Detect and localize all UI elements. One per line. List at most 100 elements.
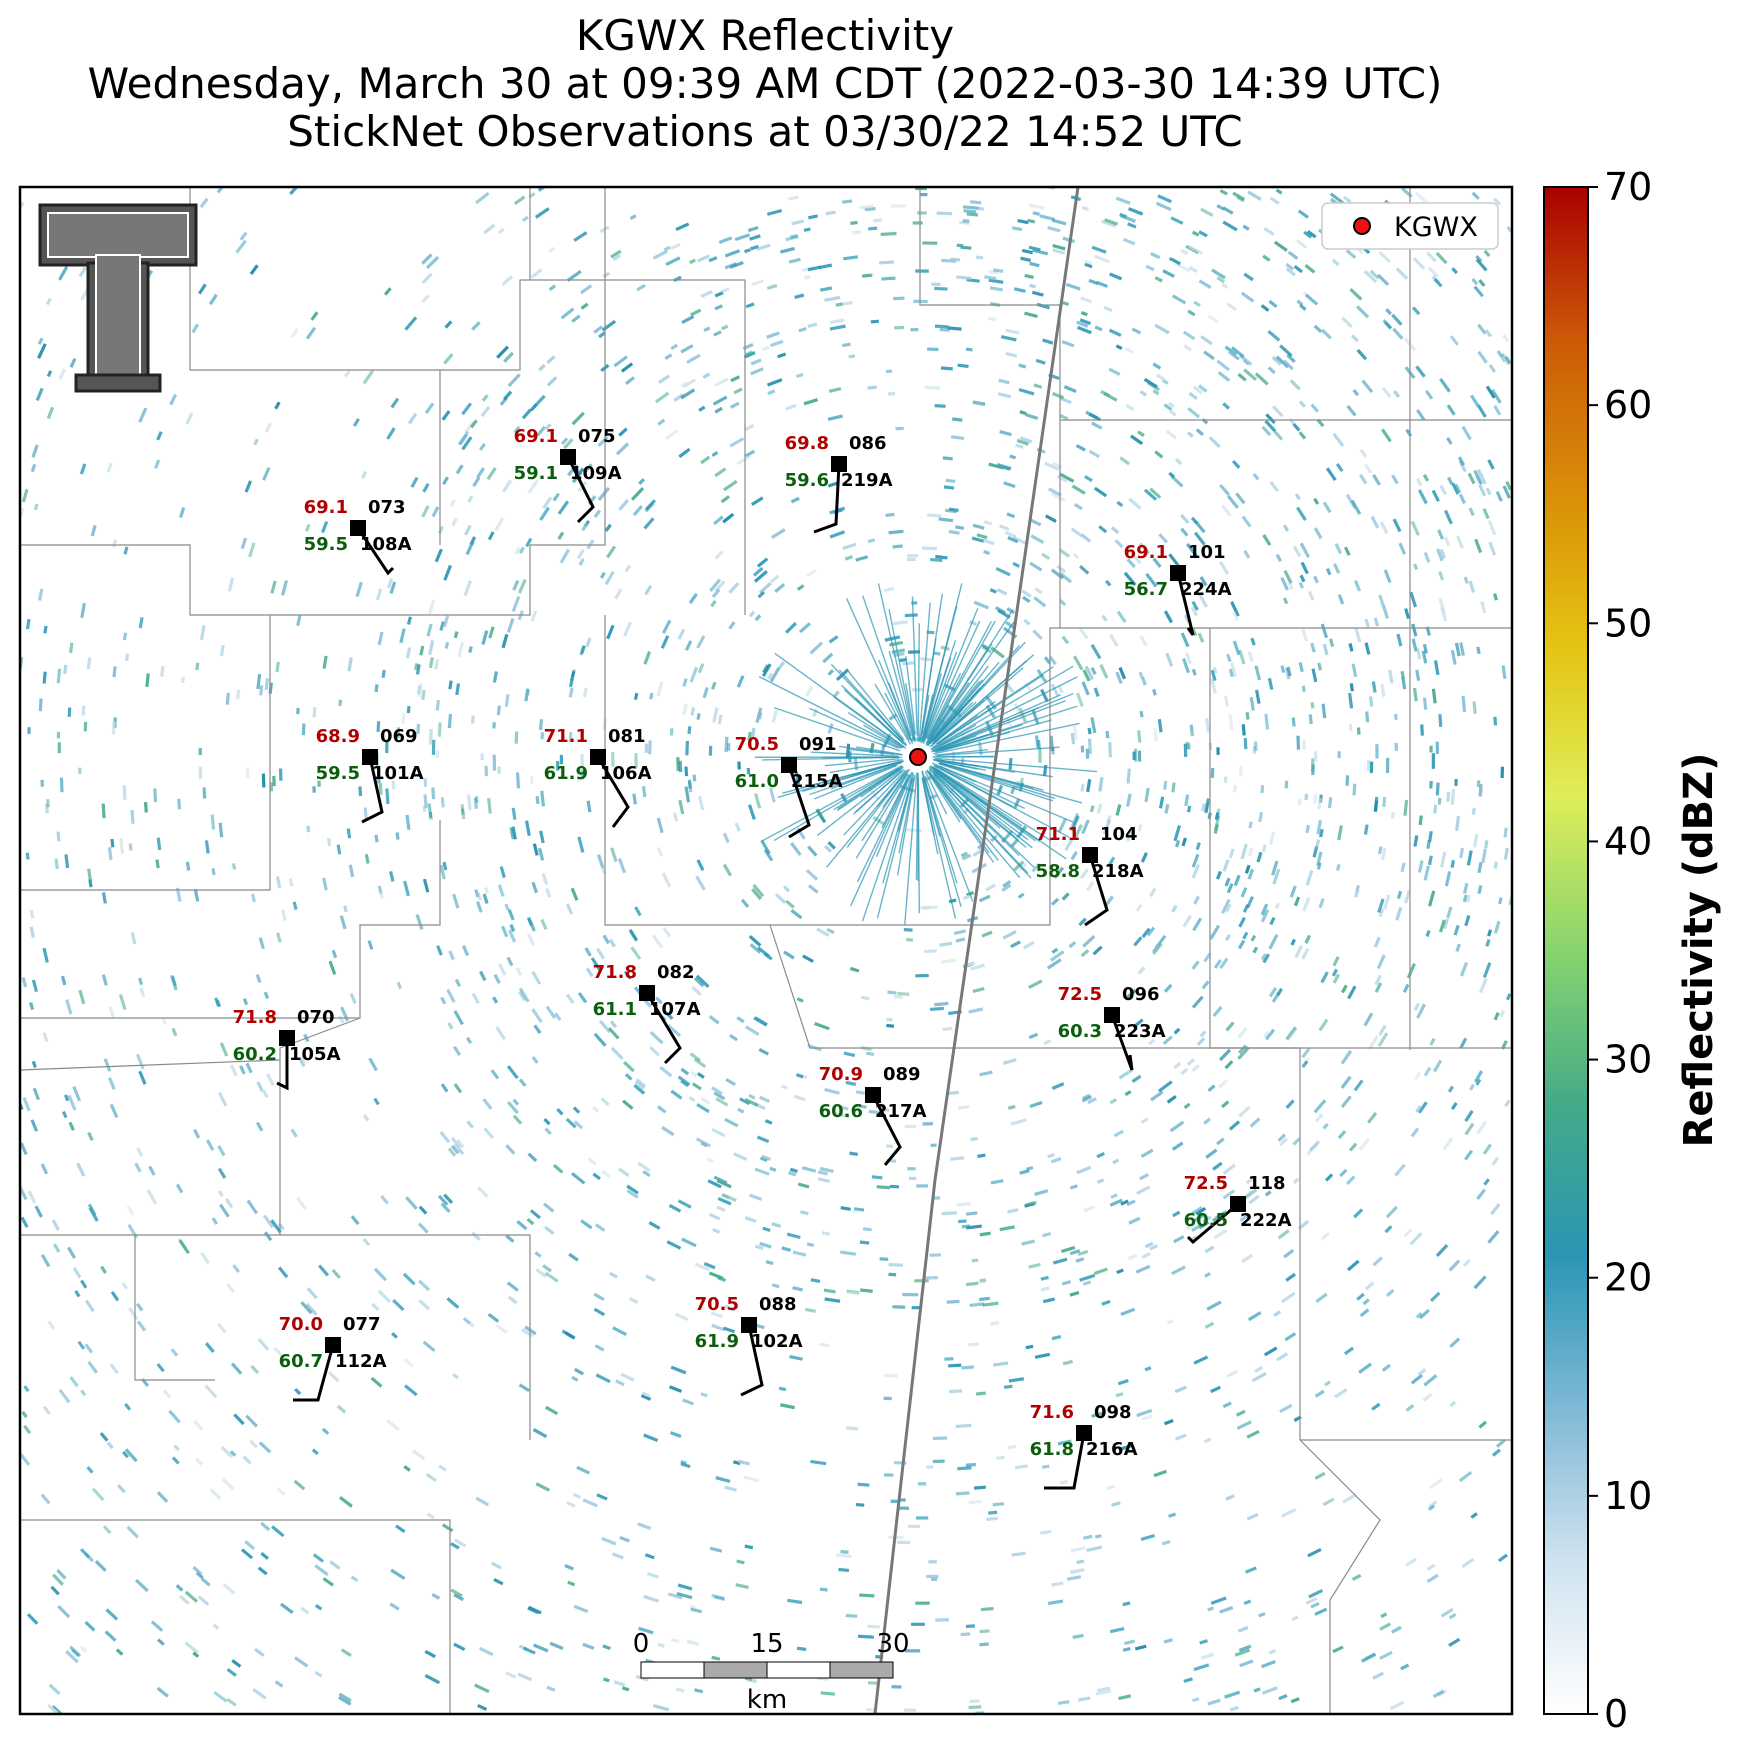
title-observations: StickNet Observations at 03/30/22 14:52 … xyxy=(287,107,1243,156)
station-dewpoint: 61.8 xyxy=(1030,1439,1074,1460)
station-name: 216A xyxy=(1086,1439,1138,1460)
station-marker xyxy=(831,456,847,472)
county-boundaries xyxy=(20,187,1512,1714)
wind-barb xyxy=(276,1038,289,1091)
radar-site-marker xyxy=(909,748,927,766)
station-marker xyxy=(350,520,366,536)
wind-barb xyxy=(356,527,395,576)
station-id: 088 xyxy=(759,1294,797,1315)
station-marker xyxy=(639,985,655,1001)
station-marker xyxy=(1230,1196,1246,1212)
station-temperature: 71.8 xyxy=(233,1007,277,1028)
wind-barb xyxy=(1186,1202,1239,1245)
station-id: 070 xyxy=(297,1007,335,1028)
colorbar-label: Reflectivity (dBZ) xyxy=(1676,753,1722,1148)
station-id: 089 xyxy=(883,1064,921,1085)
station-id: 098 xyxy=(1094,1402,1132,1423)
station-id: 101 xyxy=(1188,542,1226,563)
reflectivity-field xyxy=(20,187,1512,1714)
scale-tick-30: 30 xyxy=(876,1629,909,1659)
wind-barb xyxy=(740,1324,764,1397)
wind-barb xyxy=(871,1094,902,1166)
station-marker xyxy=(865,1087,881,1103)
wind-barb xyxy=(596,756,630,828)
station-marker xyxy=(560,449,576,465)
map-panel xyxy=(20,187,1512,1714)
station-id: 104 xyxy=(1100,824,1138,845)
station-plot: 70.5 091 61.0 215A xyxy=(735,734,843,839)
station-temperature: 70.5 xyxy=(735,734,779,755)
station-dewpoint: 60.5 xyxy=(1184,1210,1228,1231)
station-plot: 71.1 104 58.8 218A xyxy=(1036,824,1144,927)
map-frame xyxy=(18,185,1514,1716)
station-plot: 71.1 081 61.9 106A xyxy=(544,726,652,828)
station-name: 223A xyxy=(1114,1021,1166,1042)
station-temperature: 70.0 xyxy=(279,1314,323,1335)
legend-marker xyxy=(1353,217,1371,235)
station-marker xyxy=(1076,1425,1092,1441)
station-name: 112A xyxy=(335,1351,387,1372)
station-name: 217A xyxy=(875,1101,927,1122)
station-dewpoint: 58.8 xyxy=(1036,861,1080,882)
station-marker xyxy=(1082,847,1098,863)
station-temperature: 71.1 xyxy=(1036,824,1080,845)
station-id: 069 xyxy=(380,726,418,747)
station-id: 096 xyxy=(1122,984,1160,1005)
station-plot: 70.9 089 60.6 217A xyxy=(819,1064,927,1166)
station-temperature: 69.1 xyxy=(304,497,348,518)
station-name: 108A xyxy=(360,534,412,555)
station-marker xyxy=(741,1317,757,1333)
station-temperature: 70.9 xyxy=(819,1064,863,1085)
station-dewpoint: 61.0 xyxy=(735,771,779,792)
station-id: 091 xyxy=(799,734,837,755)
colorbar-tick: 20 xyxy=(1604,1256,1652,1300)
station-temperature: 69.1 xyxy=(514,426,558,447)
wind-barb xyxy=(293,1344,335,1402)
station-temperature: 71.1 xyxy=(544,726,588,747)
title-datetime: Wednesday, March 30 at 09:39 AM CDT (202… xyxy=(87,59,1443,108)
station-dewpoint: 56.7 xyxy=(1124,579,1168,600)
station-name: 105A xyxy=(289,1044,341,1065)
station-name: 219A xyxy=(841,470,893,491)
wind-barb xyxy=(645,992,682,1065)
station-temperature: 71.8 xyxy=(593,962,637,983)
station-name: 107A xyxy=(649,999,701,1020)
station-marker xyxy=(1170,565,1186,581)
legend-label: KGWX xyxy=(1394,212,1478,243)
station-name: 101A xyxy=(372,763,424,784)
station-marker xyxy=(781,757,797,773)
colorbar: 0 10 20 30 40 50 60 70 Reflectivity (dBZ) xyxy=(1543,165,1722,1736)
wind-barb xyxy=(1084,854,1109,927)
station-plot: 71.8 082 61.1 107A xyxy=(593,962,701,1065)
station-id: 073 xyxy=(368,497,406,518)
legend-box: KGWX xyxy=(1321,202,1499,250)
colorbar-tick: 50 xyxy=(1604,601,1652,645)
wind-barb xyxy=(1176,572,1195,636)
station-id: 075 xyxy=(578,426,616,447)
colorbar-tick: 60 xyxy=(1604,383,1652,427)
station-name: 102A xyxy=(751,1331,803,1352)
wind-barb xyxy=(361,756,384,824)
station-id: 077 xyxy=(343,1314,381,1335)
station-plot: 69.1 073 59.5 108A xyxy=(304,497,412,576)
station-dewpoint: 59.5 xyxy=(316,763,360,784)
wind-barb xyxy=(1044,1432,1086,1490)
station-marker xyxy=(362,749,378,765)
station-temperature: 72.5 xyxy=(1058,984,1102,1005)
station-plot: 70.0 077 60.7 112A xyxy=(279,1314,387,1402)
station-temperature: 72.5 xyxy=(1184,1173,1228,1194)
colorbar-tick: 30 xyxy=(1604,1038,1652,1082)
wind-barb xyxy=(1110,1014,1134,1071)
station-dewpoint: 59.5 xyxy=(304,534,348,555)
wind-barb xyxy=(566,456,595,524)
colorbar-tick: 10 xyxy=(1604,1474,1652,1518)
station-marker xyxy=(325,1337,341,1353)
title-radar: KGWX Reflectivity xyxy=(575,11,955,60)
radar-site xyxy=(904,743,932,771)
station-temperature: 68.9 xyxy=(316,726,360,747)
station-marker xyxy=(590,749,606,765)
station-id: 086 xyxy=(849,433,887,454)
station-plot: 68.9 069 59.5 101A xyxy=(316,726,424,824)
station-plot: 72.5 096 60.3 223A xyxy=(1058,984,1166,1071)
